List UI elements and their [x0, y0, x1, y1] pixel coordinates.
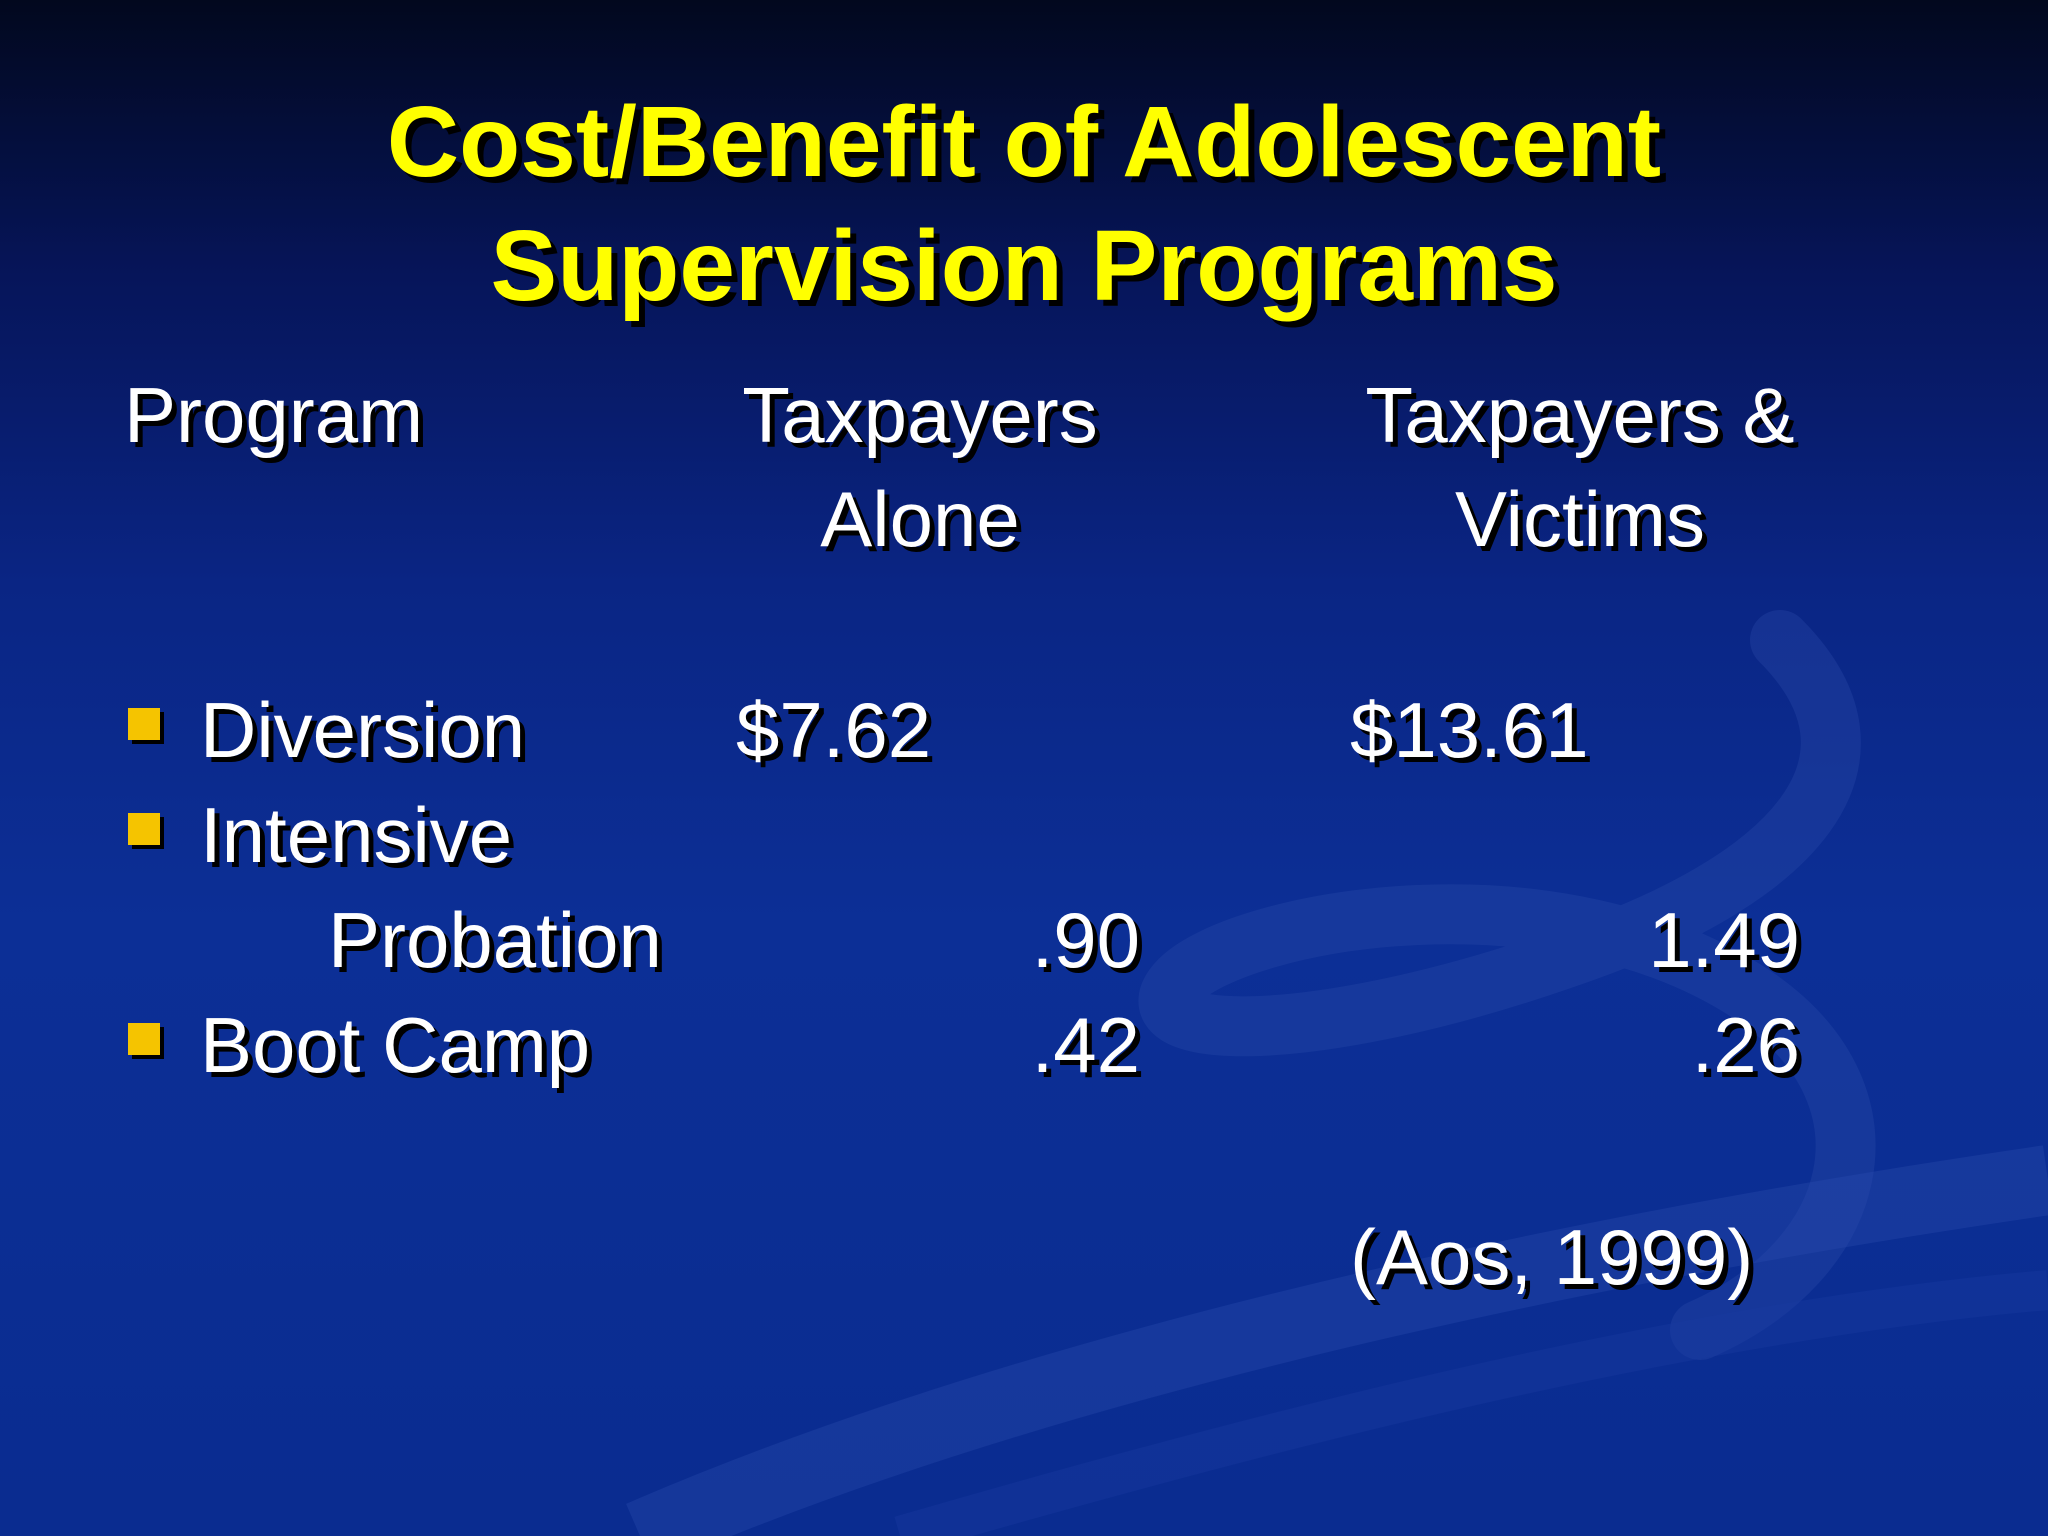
header-program: Program	[124, 371, 424, 459]
row-value-probation-taxpayers-victims: 1.49	[1648, 896, 1800, 984]
slide-title-line2: Supervision Programs	[490, 210, 1558, 322]
row-label-intensive: Intensive	[200, 791, 513, 879]
header-taxpayers-victims-line1: Taxpayers &	[1365, 371, 1795, 459]
bullet-icon	[128, 813, 160, 845]
row-label-probation: Probation	[328, 896, 662, 984]
slide-title-line1: Cost/Benefit of Adolescent	[386, 86, 1662, 198]
header-taxpayers-alone-line1: Taxpayers	[742, 371, 1098, 459]
header-taxpayers-alone-line2: Alone	[820, 475, 1020, 563]
row-label-boot-camp: Boot Camp	[200, 1001, 591, 1089]
bullet-icon	[128, 708, 160, 740]
header-taxpayers-victims-line2: Victims	[1455, 475, 1705, 563]
row-value-diversion-taxpayers: $7.62	[736, 686, 932, 774]
bullet-icon	[128, 1023, 160, 1055]
row-value-bootcamp-taxpayers: .42	[1031, 1001, 1140, 1089]
row-value-bootcamp-taxpayers-victims: .26	[1691, 1001, 1800, 1089]
row-value-diversion-taxpayers-victims: $13.61	[1350, 686, 1589, 774]
row-value-probation-taxpayers: .90	[1031, 896, 1140, 984]
slide-title: Cost/Benefit of Adolescent Supervision P…	[0, 80, 2048, 328]
citation: (Aos, 1999)	[1350, 1213, 1754, 1301]
row-label-diversion: Diversion	[200, 686, 526, 774]
